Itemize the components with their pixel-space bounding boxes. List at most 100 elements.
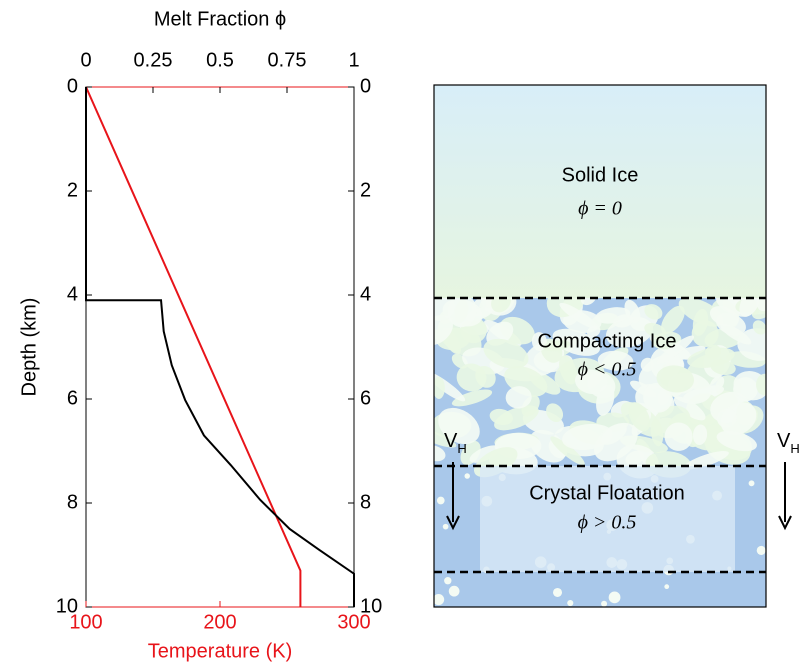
ice-crystal	[752, 320, 766, 335]
ice-crystal	[684, 450, 729, 470]
ice-crystal	[438, 407, 480, 445]
y-tick-label: 4	[360, 283, 371, 305]
ice-crystal	[580, 298, 597, 306]
ice-crystal	[756, 545, 766, 555]
ice-crystal	[709, 375, 725, 393]
ice-crystal	[469, 445, 500, 463]
plot-frame	[85, 86, 355, 608]
x2-tick-label: 1	[348, 49, 359, 71]
ice-crystal	[656, 335, 694, 365]
ice-crystal	[559, 355, 577, 385]
y-tick-label: 2	[360, 179, 371, 201]
x-tick-label: 100	[69, 611, 102, 633]
arrow-head	[446, 515, 460, 531]
ice-crystal	[464, 473, 470, 479]
ice-crystal	[643, 382, 673, 413]
ice-crystal	[692, 308, 709, 336]
x2-axis-label: Melt Fraction ϕ	[154, 8, 286, 30]
data-line	[85, 87, 355, 607]
ice-crystal	[601, 600, 608, 607]
ice-crystal	[456, 363, 487, 392]
x2-tick-label: 0.75	[268, 49, 307, 71]
ice-crystal	[594, 422, 638, 462]
ice-crystal	[709, 306, 739, 327]
layer-phase: ϕ = 0	[578, 198, 622, 220]
y-tick-label: 8	[67, 491, 78, 513]
x2-tick-label: 0.5	[206, 49, 234, 71]
ice-crystal	[448, 585, 460, 597]
y-tick-label: 6	[360, 387, 371, 409]
y-axis-label: Depth (km)	[18, 298, 40, 397]
ice-crystal	[716, 430, 757, 452]
ice-crystal	[552, 587, 563, 597]
floatation-zone	[480, 466, 735, 572]
ice-crystal	[505, 386, 532, 409]
y-tick-label: 6	[67, 387, 78, 409]
y-tick-label: 2	[67, 179, 78, 201]
ice-crystal	[664, 422, 693, 451]
ice-crystal	[451, 389, 493, 407]
velocity-symbol: V	[444, 430, 458, 452]
ice-crystal	[704, 344, 722, 360]
y-tick-label: 4	[67, 283, 78, 305]
chart: Melt Fraction ϕ Depth (km) Temperature (…	[18, 8, 382, 662]
ice-crystal	[644, 304, 663, 320]
ice-crystal	[608, 591, 621, 604]
ice-crystal	[720, 323, 752, 345]
ice-crystal	[434, 298, 456, 321]
ice-crystal	[575, 369, 608, 395]
y-tick-label: 0	[360, 75, 371, 97]
ice-crystal	[483, 338, 529, 369]
ice-crystal	[434, 314, 453, 346]
ice-crystal	[628, 402, 651, 432]
ice-crystal	[436, 496, 445, 505]
layer-name: Crystal Floatation	[529, 482, 685, 504]
ice-crystal	[531, 332, 547, 351]
layer-name: Compacting Ice	[538, 330, 677, 352]
velocity-symbol: V	[777, 430, 791, 452]
x2-tick-label: 0.25	[134, 49, 173, 71]
ice-crystal	[434, 376, 445, 400]
ice-crystal	[489, 408, 513, 426]
ice-crystal	[739, 298, 761, 317]
data-line	[85, 86, 302, 607]
x-tick-label: 200	[203, 611, 236, 633]
velocity-subscript: H	[457, 441, 466, 456]
ice-crystal	[550, 436, 585, 466]
diagram: Solid Ice ϕ = 0 Compacting Ice ϕ < 0.5 C…	[433, 84, 800, 608]
ice-crystal	[710, 359, 736, 376]
ice-crystal	[692, 424, 708, 446]
ice-crystal	[444, 577, 452, 585]
ice-crystal	[434, 371, 466, 402]
ice-crystal	[673, 396, 706, 421]
arrow-head	[778, 515, 792, 531]
ice-crystal	[491, 298, 511, 313]
y-tick-label: 8	[360, 491, 371, 513]
solid-ice-layer	[434, 85, 766, 298]
ice-crystal	[756, 373, 766, 396]
diagram-frame	[433, 84, 767, 608]
ice-crystal	[597, 350, 634, 371]
velocity-label: VH	[444, 430, 467, 456]
ice-crystal	[567, 599, 574, 607]
y-tick-label: 0	[67, 75, 78, 97]
layer-name: Solid Ice	[562, 164, 639, 186]
ice-crystal	[447, 298, 477, 328]
ice-crystal	[650, 419, 664, 447]
ice-crystal	[595, 307, 631, 324]
x2-tick-label: 0	[80, 49, 91, 71]
ice-crystal	[661, 305, 685, 334]
velocity-subscript: H	[790, 441, 799, 456]
ice-crystal	[737, 328, 766, 361]
x-axis-label: Temperature (K)	[148, 640, 293, 662]
ice-crystal	[434, 593, 445, 606]
ice-crystal	[559, 302, 598, 330]
ice-crystal	[748, 480, 755, 487]
y-tick-label: 10	[56, 595, 78, 617]
layer-phase: ϕ > 0.5	[578, 512, 637, 534]
ice-crystal	[546, 403, 564, 423]
ice-crystal	[543, 340, 571, 352]
layer-phase: ϕ < 0.5	[578, 359, 637, 381]
ice-crystal	[664, 584, 670, 590]
